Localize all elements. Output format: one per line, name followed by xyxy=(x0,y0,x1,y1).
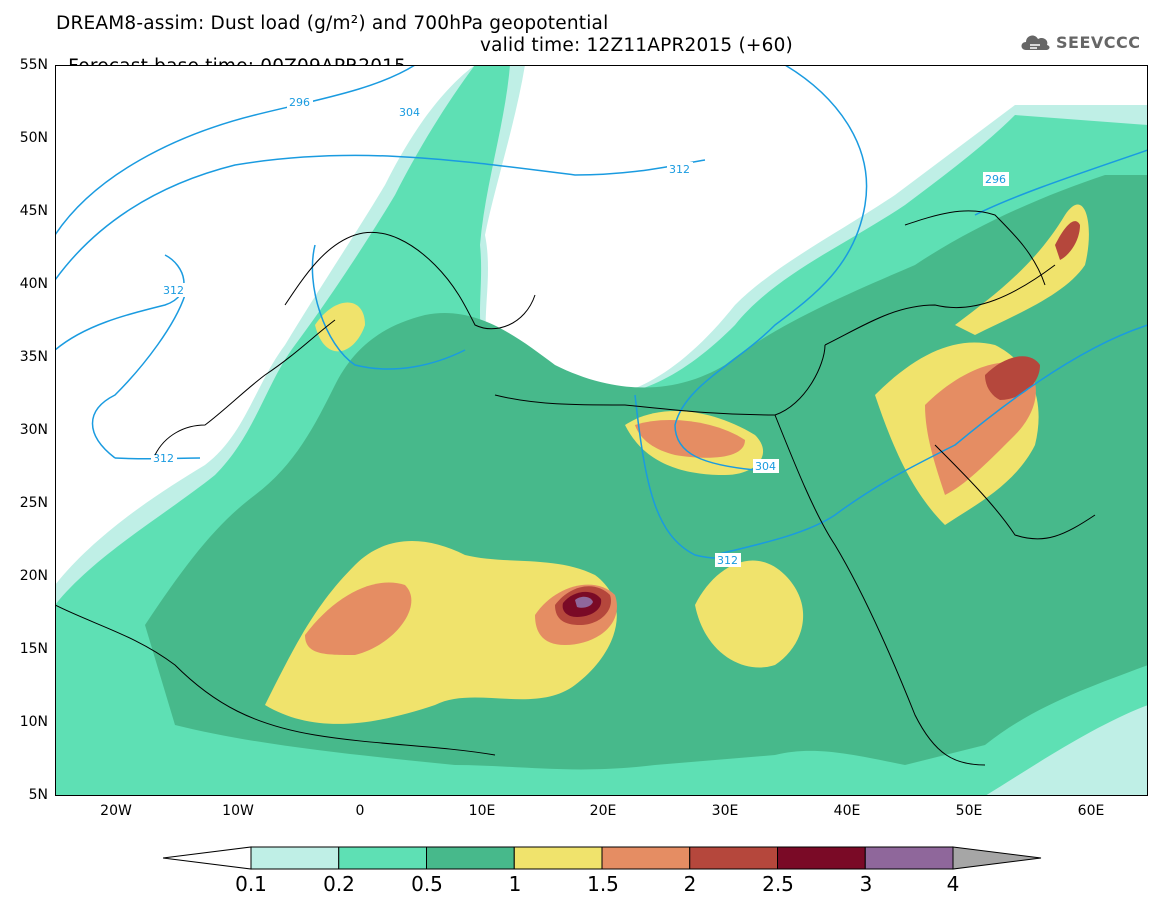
contour-label: 296 xyxy=(985,173,1006,186)
colorbar-box xyxy=(513,846,603,870)
lon-label: 10E xyxy=(468,803,496,819)
dust-shading xyxy=(55,65,1148,796)
lat-label: 30N xyxy=(19,422,48,438)
colorbar-box xyxy=(426,846,515,870)
contour-labels: 296 304 312 296 312 312 304 312 xyxy=(151,95,1009,567)
coastlines xyxy=(55,210,1096,766)
colorbar-label: 0.2 xyxy=(323,872,355,896)
lat-label: 10N xyxy=(19,714,48,730)
contour-label: 312 xyxy=(717,554,738,567)
contour-label: 296 xyxy=(289,96,310,109)
colorbar-box xyxy=(689,846,778,870)
cloud-icon xyxy=(1021,35,1050,50)
lat-label: 35N xyxy=(19,349,48,365)
lat-label: 40N xyxy=(19,276,48,292)
contour-label: 312 xyxy=(153,452,174,465)
lat-label: 50N xyxy=(19,130,48,146)
lat-label: 15N xyxy=(19,641,48,657)
colorbar-label: 1 xyxy=(508,872,522,896)
colorbar-box xyxy=(250,846,340,870)
lon-label: 60E xyxy=(1077,803,1105,819)
seevccc-logo: SEEVCCC xyxy=(1018,30,1141,54)
contour-label: 312 xyxy=(163,284,184,297)
lon-label: 20E xyxy=(589,803,617,819)
lon-label: 30E xyxy=(711,803,739,819)
colorbar-label: 1.5 xyxy=(587,872,619,896)
colorbar-box xyxy=(777,846,866,870)
colorbar-box xyxy=(338,846,427,870)
colorbar-label: 0.1 xyxy=(235,872,267,896)
contour-label: 312 xyxy=(669,163,690,176)
colorbar-arrow-low xyxy=(163,846,252,870)
dust-load-map: 296 304 312 296 312 312 304 312 xyxy=(55,65,1148,796)
lon-label: 0 xyxy=(355,803,365,819)
lat-label: 55N xyxy=(19,57,48,73)
colorbar-arrow-high xyxy=(952,846,1042,870)
map-title: DREAM8-assim: Dust load (g/m²) and 700hP… xyxy=(56,13,609,34)
colorbar-box xyxy=(601,846,691,870)
lat-label: 20N xyxy=(19,568,48,584)
lat-label: 45N xyxy=(19,203,48,219)
colorbar-label: 2 xyxy=(683,872,697,896)
lat-label: 5N xyxy=(28,787,48,803)
contour-label: 304 xyxy=(399,106,420,119)
logo-text: SEEVCCC xyxy=(1056,32,1141,52)
colorbar-label: 2.5 xyxy=(762,872,794,896)
geopotential-contours xyxy=(55,65,1148,559)
lon-label: 10W xyxy=(222,803,254,819)
colorbar-label: 4 xyxy=(946,872,960,896)
lon-label: 50E xyxy=(955,803,983,819)
contour-label: 304 xyxy=(755,460,776,473)
lon-label: 20W xyxy=(100,803,132,819)
valid-time-label: valid time: 12Z11APR2015 (+60) xyxy=(480,35,793,56)
colorbar-label: 3 xyxy=(859,872,873,896)
colorbar-box xyxy=(864,846,954,870)
colorbar-label: 0.5 xyxy=(411,872,443,896)
lon-label: 40E xyxy=(833,803,861,819)
colorbar xyxy=(163,846,1042,870)
lat-label: 25N xyxy=(19,495,48,511)
